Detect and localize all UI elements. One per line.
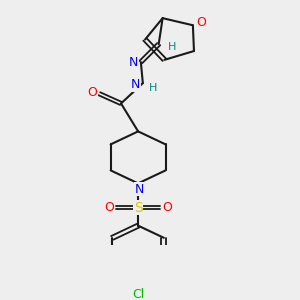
Text: H: H: [148, 83, 157, 93]
Text: N: N: [129, 56, 139, 68]
Text: H: H: [167, 42, 176, 52]
Text: S: S: [134, 201, 142, 215]
Text: N: N: [134, 183, 144, 196]
Text: O: O: [104, 201, 114, 214]
Text: O: O: [87, 85, 97, 99]
Text: Cl: Cl: [132, 288, 144, 300]
Text: N: N: [131, 78, 141, 91]
Text: O: O: [196, 16, 206, 29]
Text: O: O: [162, 201, 172, 214]
